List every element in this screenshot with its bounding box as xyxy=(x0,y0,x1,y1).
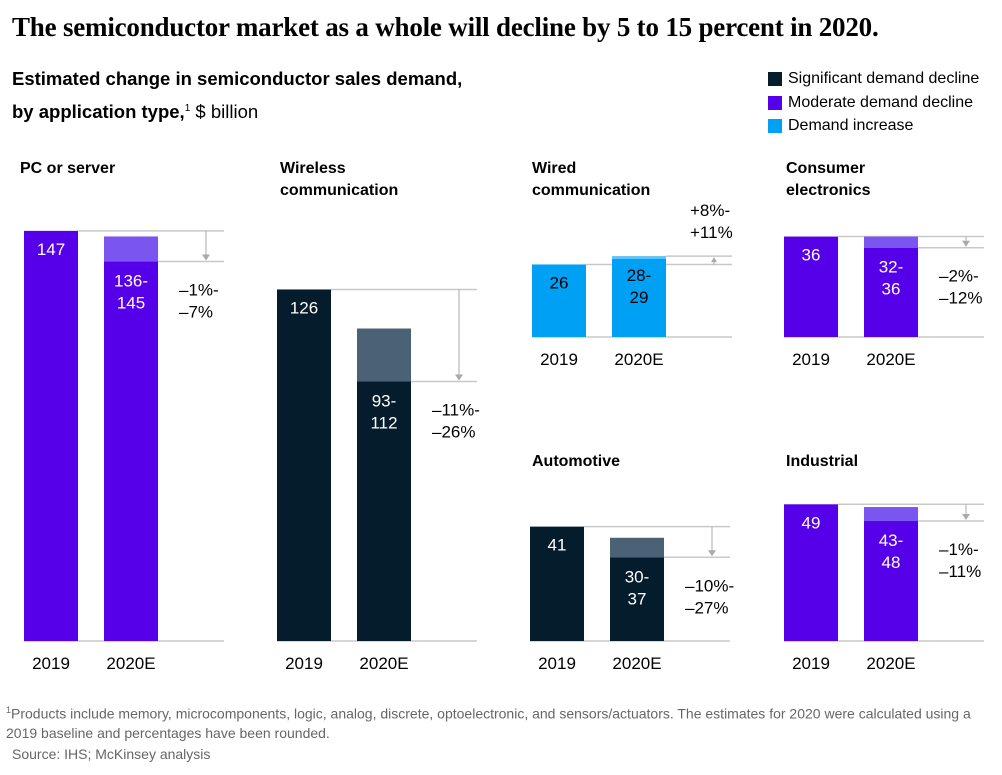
bar-2020-range xyxy=(610,537,664,558)
x-tick-label: 2019 xyxy=(792,350,830,369)
change-label: +11% xyxy=(690,223,733,242)
change-label: –10%- xyxy=(685,576,734,595)
arrow-head xyxy=(962,514,970,521)
x-tick-label: 2019 xyxy=(538,654,576,673)
bar-2019 xyxy=(24,230,78,641)
legend-swatch xyxy=(768,119,782,133)
panel-title: Wireless communication xyxy=(280,160,399,199)
panel-title: Consumer electronics xyxy=(786,160,871,199)
x-tick-label: 2019 xyxy=(32,654,70,673)
bar-2020-base xyxy=(864,521,918,641)
x-tick-label: 2020E xyxy=(866,350,915,369)
bar-2019 xyxy=(784,504,838,641)
change-label: –11%- xyxy=(432,401,480,420)
footnote-mark: 1 xyxy=(184,103,191,114)
x-tick-label: 2020E xyxy=(614,350,663,369)
chart-area: 147 136- 145 –1%- –7% 2019 2020E 126 93- 112 –11%-… xyxy=(24,201,984,673)
bar-2020-range xyxy=(104,236,158,262)
legend-item-moderate: Moderate demand decline xyxy=(768,94,973,112)
footnote-text: Products include memory, microcomponents… xyxy=(6,705,971,741)
value-label-2020: 29 xyxy=(630,288,649,307)
value-label-2019: 147 xyxy=(37,240,65,259)
arrow-head xyxy=(962,240,970,247)
legend-label: Demand increase xyxy=(788,117,914,134)
arrow-head xyxy=(708,550,716,557)
legend-swatch xyxy=(768,72,782,86)
bar-2019 xyxy=(530,526,584,641)
value-label-2020: 93- xyxy=(372,392,397,411)
chart-title: The semiconductor market as a whole will… xyxy=(12,12,879,42)
subtitle-main: Estimated change in semiconductor sales … xyxy=(12,68,463,123)
subtitle-unit: $ billion xyxy=(195,101,259,123)
value-label-2020: 28- xyxy=(627,266,652,285)
value-label-2020: 43- xyxy=(879,531,904,550)
change-label: –7% xyxy=(179,303,213,322)
value-label-2020: 112 xyxy=(370,414,397,433)
bar-2020-range xyxy=(612,256,666,259)
value-label-2020: 48 xyxy=(882,553,901,572)
legend-item-increase: Demand increase xyxy=(768,117,913,135)
panel-title: Wired communication xyxy=(532,160,651,199)
footnote: 1Products include memory, microcomponent… xyxy=(6,701,996,743)
bar-2020-range xyxy=(864,236,918,248)
value-label-2020: 145 xyxy=(117,294,145,313)
change-label: –12% xyxy=(939,289,982,308)
legend-item-significant: Significant demand decline xyxy=(768,70,979,88)
arrow-head xyxy=(202,254,210,261)
bar-2020-range xyxy=(357,328,411,382)
value-label-2020: 36 xyxy=(882,280,901,299)
legend-swatch xyxy=(768,96,782,110)
change-label: –11% xyxy=(939,562,981,581)
legend-label: Moderate demand decline xyxy=(788,94,974,111)
bar-2020-base xyxy=(610,557,664,641)
change-label: –2%- xyxy=(939,267,979,286)
chart-subtitle: Estimated change in semiconductor sales … xyxy=(12,64,472,127)
bar-2019 xyxy=(784,236,838,337)
value-label-2019: 36 xyxy=(802,246,821,265)
x-tick-label: 2020E xyxy=(866,654,915,673)
source: Source: IHS; McKinsey analysis xyxy=(12,746,211,762)
arrow-head xyxy=(455,374,463,381)
value-label-2020: 32- xyxy=(879,258,904,277)
legend-label: Significant demand decline xyxy=(788,70,980,87)
value-label-2019: 126 xyxy=(290,298,318,317)
change-label: –1%- xyxy=(939,540,979,559)
value-label-2020: 136- xyxy=(114,272,148,291)
bar-2020-range xyxy=(864,507,918,522)
value-label-2019: 41 xyxy=(548,536,567,555)
bar-2020-base xyxy=(357,381,411,641)
footnote-mark: 1 xyxy=(6,705,12,715)
x-tick-label: 2019 xyxy=(285,654,323,673)
change-label: –1%- xyxy=(179,281,219,300)
change-label: +8%- xyxy=(690,201,730,220)
panel-title: Industrial xyxy=(786,453,859,470)
x-tick-label: 2020E xyxy=(612,654,661,673)
value-label-2020: 37 xyxy=(628,589,647,608)
panel-title: Automotive xyxy=(532,453,620,470)
arrow-head xyxy=(711,257,717,263)
bar-2020-base xyxy=(104,261,158,641)
bar-2020-base xyxy=(864,247,918,337)
bar-2019 xyxy=(277,289,331,641)
x-tick-label: 2020E xyxy=(106,654,155,673)
bar-2020-base xyxy=(612,258,666,337)
x-tick-label: 2020E xyxy=(359,654,408,673)
value-label-2020: 30- xyxy=(625,567,650,586)
value-label-2019: 49 xyxy=(802,513,821,532)
change-label: –27% xyxy=(685,598,728,617)
value-label-2019: 26 xyxy=(550,273,569,292)
bar-2019 xyxy=(532,264,586,337)
x-tick-label: 2019 xyxy=(792,654,830,673)
x-tick-label: 2019 xyxy=(540,350,578,369)
change-label: –26% xyxy=(432,423,475,442)
panel-title: PC or server xyxy=(20,160,116,177)
